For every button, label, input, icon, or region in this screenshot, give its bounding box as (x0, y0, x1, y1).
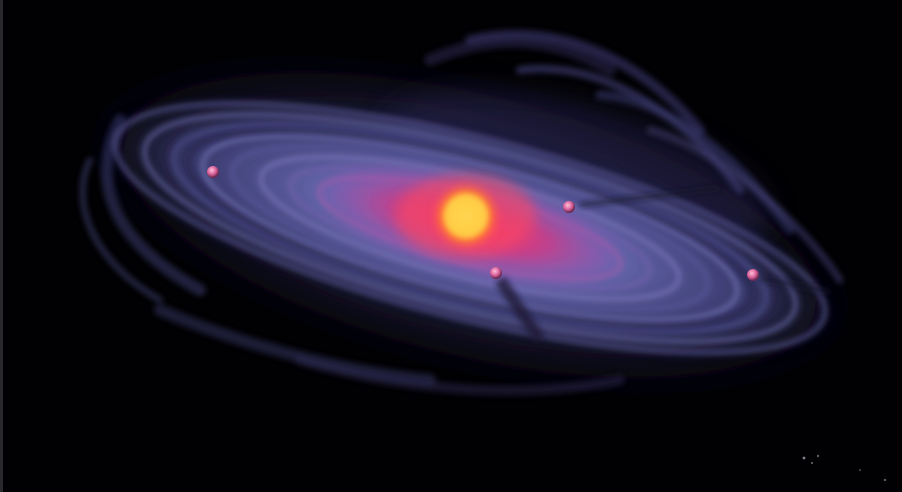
background-stars (802, 454, 887, 482)
central-star (396, 174, 536, 258)
gas-wisps (79, 29, 844, 396)
planetesimal (207, 166, 219, 178)
planetesimals (207, 166, 831, 344)
planetesimal (490, 267, 545, 344)
planetesimal (563, 186, 721, 213)
image-border (0, 0, 3, 492)
planetesimal (747, 269, 831, 295)
